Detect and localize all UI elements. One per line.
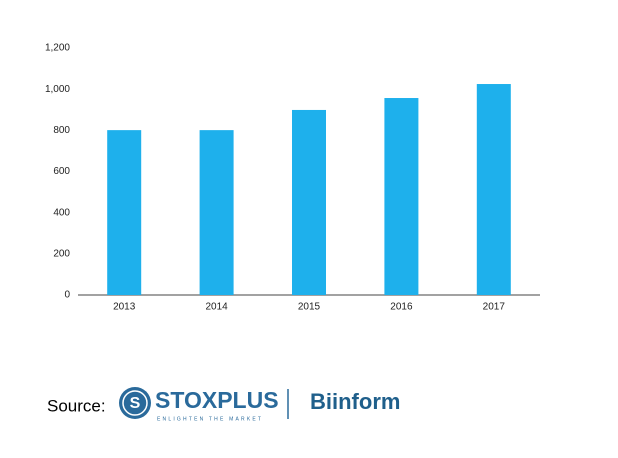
y-tick-label: 800 xyxy=(53,125,70,136)
partner-name: Biinform xyxy=(310,389,400,414)
y-tick-label: 200 xyxy=(53,248,70,259)
bar xyxy=(292,109,326,295)
brand-name: STOXPLUS xyxy=(155,387,279,413)
bar xyxy=(107,130,142,295)
y-tick-label: 0 xyxy=(64,290,70,301)
brand-icon-ring xyxy=(122,390,148,416)
brand-tagline: ENLIGHTEN THE MARKET xyxy=(157,416,263,422)
x-tick-label: 2014 xyxy=(205,302,228,313)
bar xyxy=(199,130,234,295)
bar xyxy=(476,84,511,295)
x-tick-label: 2013 xyxy=(113,302,136,313)
brand-icon-letter: S xyxy=(130,395,141,412)
y-tick-label: 1,000 xyxy=(45,84,70,95)
x-tick-label: 2017 xyxy=(483,302,506,313)
source-label: Source: xyxy=(47,396,106,415)
x-tick-label: 2016 xyxy=(390,302,413,313)
x-tick-label: 2015 xyxy=(298,302,321,313)
y-tick-label: 600 xyxy=(53,166,70,177)
bar xyxy=(384,98,419,295)
y-tick-label: 1,200 xyxy=(45,43,70,54)
y-tick-label: 400 xyxy=(53,207,70,218)
